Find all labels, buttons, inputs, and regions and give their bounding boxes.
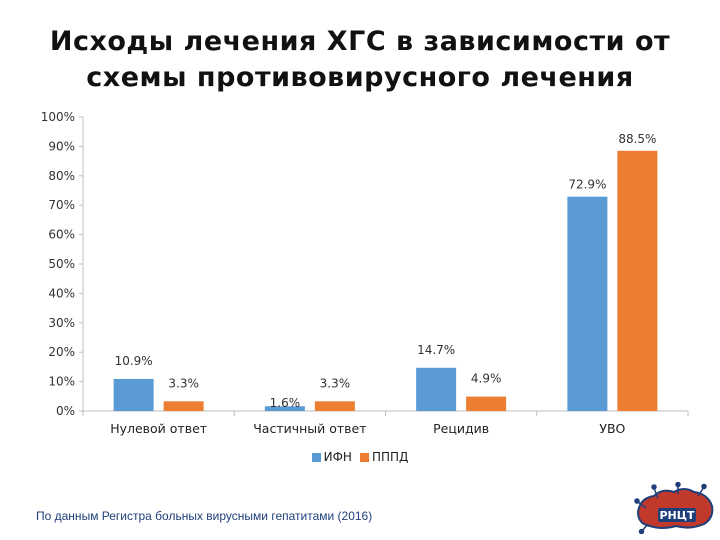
chart-title-line-2: схемы противовирусного лечения (86, 62, 634, 93)
data-label: 72.9% (568, 178, 606, 192)
legend-swatch (311, 452, 321, 462)
y-tick-label: 30% (48, 316, 75, 330)
y-tick-label: 0% (56, 404, 75, 418)
y-tick-label: 10% (48, 375, 75, 389)
bar-ifn (113, 378, 154, 411)
bar-pppd (314, 401, 355, 411)
data-label: 14.7% (417, 343, 455, 357)
y-tick-label: 80% (48, 169, 75, 183)
legend-item: ПППД (359, 450, 409, 464)
y-tick-label: 40% (48, 286, 75, 300)
svg-text:РНЦТ: РНЦТ (660, 509, 695, 522)
bar-pppd (163, 401, 204, 411)
chart-title: Исходы лечения ХГС в зависимости от схем… (20, 24, 700, 96)
x-tick-label: УВО (599, 421, 625, 436)
bar-pppd (617, 150, 658, 411)
y-tick-label: 50% (48, 257, 75, 271)
legend-label: ИФН (323, 450, 352, 464)
data-label: 4.9% (471, 372, 502, 386)
chart-title-line-1: Исходы лечения ХГС в зависимости от (49, 26, 671, 57)
bar-ifn (416, 367, 457, 411)
legend-label: ПППД (371, 450, 409, 464)
data-label: 88.5% (618, 132, 656, 146)
x-tick-label: Нулевой ответ (110, 421, 207, 436)
data-label: 1.6% (270, 396, 301, 410)
legend-item: ИФН (311, 450, 352, 464)
bar-ifn (264, 406, 305, 411)
y-tick-label: 90% (48, 139, 75, 153)
y-tick-label: 60% (48, 228, 75, 242)
bar-chart: 0% 10% 20% 30% 40% 50% 60% 70% 80% 90% 100% Нулевой… (41, 110, 689, 436)
x-tick-label: Рецидив (433, 421, 489, 436)
legend-swatch (359, 452, 369, 462)
y-tick-label: 100% (41, 110, 75, 124)
russia-map-logo-icon: РНЦТ (634, 482, 714, 534)
x-tick-label: Частичный ответ (253, 421, 366, 436)
chart-legend: ИФН ПППД (0, 450, 720, 464)
y-tick-label: 70% (48, 198, 75, 212)
y-tick-label: 20% (48, 345, 75, 359)
data-label: 10.9% (115, 354, 153, 368)
source-footnote: По данным Регистра больных вирусными геп… (36, 509, 373, 523)
data-label: 3.3% (168, 376, 199, 390)
bar-pppd (466, 396, 507, 411)
bar-ifn (567, 196, 608, 411)
data-label: 3.3% (320, 376, 351, 390)
